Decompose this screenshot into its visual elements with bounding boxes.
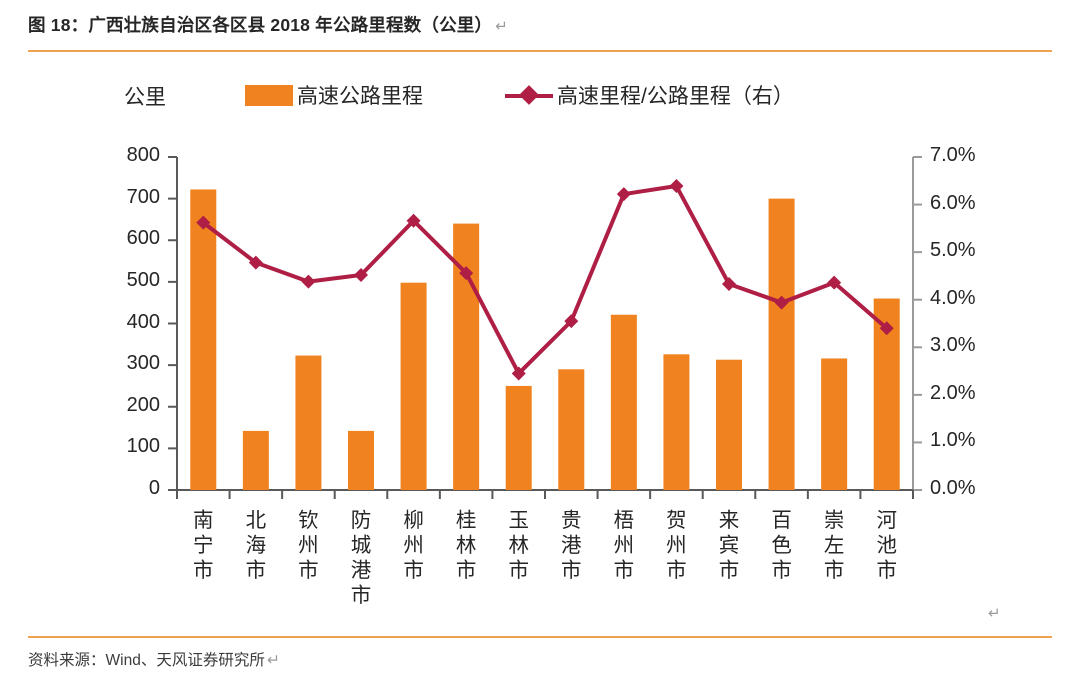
line-diamond-marker[interactable]: [879, 321, 894, 336]
line-diamond-marker[interactable]: [354, 267, 368, 282]
line-diamond-marker[interactable]: [196, 215, 211, 230]
left-axis-tick-label: 700: [126, 185, 160, 208]
x-axis-category-label: 来宾市: [718, 509, 740, 582]
left-axis-tick-label: 800: [126, 144, 160, 166]
bar[interactable]: [821, 358, 848, 490]
x-axis-category-label: 柳州市: [403, 509, 424, 582]
x-axis-category-label: 贵港市: [561, 509, 582, 582]
bar[interactable]: [768, 198, 795, 490]
footer-paragraph-mark-icon: ↵: [266, 652, 280, 669]
line-diamond-marker[interactable]: [564, 314, 579, 329]
legend-item-line-series[interactable]: 高速里程/公路里程（右）: [505, 80, 794, 110]
source-note-text: 资料来源：Wind、天风证券研究所: [28, 652, 265, 669]
left-axis-tick-label: 600: [126, 227, 160, 250]
left-axis-tick-label: 0: [148, 477, 160, 499]
x-axis-category-label: 南宁市: [193, 509, 214, 582]
x-axis-category-label: 崇左市: [823, 509, 845, 582]
left-axis-tick-label: 400: [126, 310, 160, 333]
figure-title-bar: 图 18：广西壮族自治区各区县 2018 年公路里程数（公里） ↵: [0, 0, 1080, 50]
bar[interactable]: [190, 189, 217, 490]
line-diamond-marker[interactable]: [669, 179, 684, 194]
divider-bottom: [28, 636, 1052, 638]
x-axis-category-label: 贺州市: [666, 509, 687, 582]
left-axis-tick-label: 100: [126, 435, 160, 458]
line-series-group: [196, 179, 894, 381]
bar[interactable]: [610, 314, 637, 490]
bar-swatch-icon: [245, 84, 293, 106]
axes-group: [168, 156, 922, 499]
line-diamond-marker[interactable]: [722, 277, 736, 292]
paragraph-mark-icon: ↵: [495, 18, 508, 35]
x-axis-category-label: 钦州市: [298, 509, 319, 582]
page-title: 图 18：广西壮族自治区各区县 2018 年公路里程数（公里） ↵: [28, 12, 508, 37]
x-axis-category-label: 河池市: [876, 509, 897, 582]
left-axis-tick-label: 200: [126, 393, 160, 416]
bar[interactable]: [663, 354, 690, 490]
x-axis-category-label: 玉林市: [508, 509, 529, 582]
bar[interactable]: [400, 282, 427, 490]
bar[interactable]: [558, 369, 585, 490]
line-path: [201, 184, 889, 376]
line-diamond-marker[interactable]: [301, 274, 316, 289]
right-axis-tick-label: 0.0%: [930, 477, 976, 499]
right-axis-tick-label: 1.0%: [930, 429, 976, 452]
x-axis-category-label: 防城港市: [350, 509, 372, 607]
line-diamond-marker[interactable]: [248, 255, 263, 270]
x-axis-category-label: 百色市: [771, 509, 792, 582]
bar[interactable]: [242, 430, 269, 490]
right-axis-tick-label: 2.0%: [930, 381, 976, 404]
bar[interactable]: [295, 355, 322, 490]
bar[interactable]: [348, 430, 374, 490]
figure-title-text: 图 18：广西壮族自治区各区县 2018 年公路里程数（公里）: [28, 15, 493, 35]
legend-item-line-label: 高速里程/公路里程（右）: [557, 85, 794, 108]
line-diamond-marker[interactable]: [459, 266, 474, 281]
chart-legend: 公里 高速公路里程 高速里程/公路里程（右）: [0, 76, 1080, 118]
bar[interactable]: [505, 385, 532, 490]
left-axis-tick-label: 500: [126, 268, 160, 291]
divider-top: [28, 50, 1052, 52]
right-axis-tick-label: 4.0%: [930, 286, 976, 309]
line-diamond-marker[interactable]: [827, 275, 842, 290]
x-axis-category-label: 桂林市: [455, 509, 477, 582]
right-axis-tick-label: 6.0%: [930, 191, 976, 214]
x-axis-category-label: 梧州市: [613, 509, 635, 582]
x-axis-category-label: 北海市: [245, 509, 267, 582]
chart-paragraph-mark-icon: ↵: [988, 605, 1001, 622]
left-axis-tick-label: 300: [126, 352, 160, 375]
right-axis-tick-label: 5.0%: [930, 239, 976, 262]
right-axis-tick-label: 3.0%: [930, 334, 976, 357]
line-diamond-marker[interactable]: [511, 366, 526, 381]
line-diamond-marker[interactable]: [406, 213, 421, 228]
legend-item-bar-label: 高速公路里程: [297, 85, 423, 108]
right-axis-tick-label: 7.0%: [930, 144, 976, 166]
line-diamond-swatch-icon: [505, 85, 553, 106]
source-note: 资料来源：Wind、天风证券研究所 ↵: [28, 648, 280, 670]
bar-series-group: [190, 189, 900, 490]
line-diamond-marker[interactable]: [774, 295, 789, 310]
line-diamond-marker[interactable]: [616, 187, 631, 202]
legend-item-bar-series[interactable]: 高速公路里程: [245, 80, 423, 110]
y-axis-unit-label: 公里: [124, 86, 166, 109]
bar[interactable]: [716, 359, 742, 490]
